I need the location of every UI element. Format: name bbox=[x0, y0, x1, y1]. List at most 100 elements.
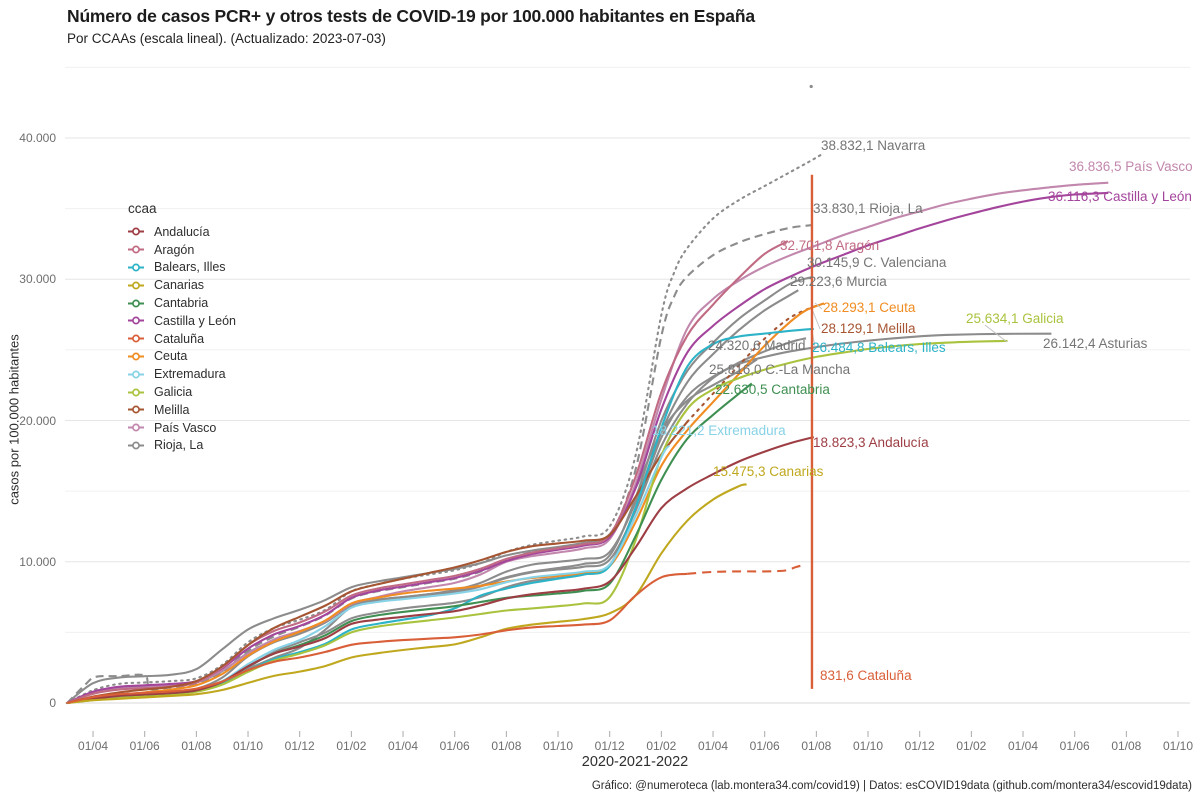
legend-item: Rioja, La bbox=[127, 437, 236, 455]
legend-item-label: Balears, Illes bbox=[154, 260, 226, 275]
x-tick-label: 01/02 bbox=[336, 739, 367, 753]
legend-marker-icon bbox=[128, 263, 144, 272]
legend-item: Aragón bbox=[127, 241, 236, 259]
legend-item: Galicia bbox=[127, 383, 236, 401]
legend-item-label: Rioja, La bbox=[154, 438, 204, 453]
series-end-label: 18.823,3 Andalucía bbox=[813, 435, 929, 450]
series-end-label: 24.320,6 Madrid bbox=[708, 338, 806, 353]
legend-marker-icon bbox=[128, 388, 144, 397]
legend-item: Cataluña bbox=[127, 330, 236, 348]
x-tick-label: 01/08 bbox=[801, 739, 832, 753]
x-tick-label: 01/04 bbox=[1008, 739, 1039, 753]
series-end-label: 26.142,4 Asturias bbox=[1043, 336, 1148, 351]
x-tick-label: 01/04 bbox=[388, 739, 419, 753]
y-tick-label: 10.000 bbox=[19, 554, 56, 569]
chart-title: Número de casos PCR+ y otros tests de CO… bbox=[67, 6, 755, 26]
y-tick-label: 40.000 bbox=[19, 131, 56, 145]
x-tick-label: 01/06 bbox=[1059, 739, 1090, 753]
legend-marker-icon bbox=[128, 316, 144, 325]
series-line bbox=[66, 191, 1109, 704]
series-end-label: 15.475,3 Canarias bbox=[713, 464, 824, 479]
series-end-label: 28.293,1 Ceuta bbox=[823, 300, 916, 315]
y-tick-label: 20.000 bbox=[19, 413, 56, 428]
series-end-label: 22.630,5 Cantabria bbox=[715, 382, 830, 397]
series-end-label: 36.116,3 Castilla y León bbox=[1048, 189, 1192, 204]
legend-item: País Vasco bbox=[127, 419, 236, 437]
legend-marker-icon bbox=[128, 281, 144, 290]
legend-marker-icon bbox=[128, 405, 144, 414]
legend-item-label: Cataluña bbox=[154, 331, 205, 346]
x-tick-label: 01/10 bbox=[853, 739, 884, 753]
x-tick-label: 01/02 bbox=[956, 739, 987, 753]
series-end-label: 28.129,1 Melilla bbox=[821, 321, 916, 336]
legend-item-label: Canarias bbox=[154, 278, 205, 293]
x-tick-label: 01/06 bbox=[749, 739, 780, 753]
legend-marker-icon bbox=[128, 299, 144, 308]
legend-item: Andalucía bbox=[127, 223, 236, 241]
legend-item-label: Ceuta bbox=[154, 349, 188, 364]
series-end-label: 25.634,1 Galicia bbox=[966, 311, 1064, 326]
legend-item: Cantabria bbox=[127, 294, 236, 312]
y-tick-label: 30.000 bbox=[19, 272, 56, 287]
legend-item-label: Cantabria bbox=[154, 296, 209, 311]
label-leader-line bbox=[984, 324, 1008, 343]
legend-item: Canarias bbox=[127, 276, 236, 294]
legend: ccaa Andalucía Aragón Balears, Illes Canari… bbox=[127, 201, 236, 454]
legend-item: Melilla bbox=[127, 401, 236, 419]
legend-marker-icon bbox=[128, 441, 144, 450]
x-tick-label: 01/12 bbox=[284, 739, 315, 753]
legend-title: ccaa bbox=[128, 201, 157, 216]
legend-marker-icon bbox=[128, 370, 144, 379]
legend-marker-icon bbox=[128, 245, 144, 254]
credit-line: Gráfico: @numeroteca (lab.montera34.com/… bbox=[591, 780, 1192, 792]
legend-item-label: Melilla bbox=[154, 402, 190, 417]
series-end-label: 30.145,9 C. Valenciana bbox=[807, 255, 947, 270]
x-tick-label: 01/06 bbox=[129, 739, 160, 753]
series-line bbox=[66, 181, 1109, 704]
series-line bbox=[66, 572, 688, 705]
x-tick-label: 01/06 bbox=[439, 739, 470, 753]
x-tick-label: 01/08 bbox=[491, 739, 522, 753]
y-tick-label: 0 bbox=[49, 696, 56, 710]
series-end-label: 29.223,6 Murcia bbox=[790, 274, 887, 289]
legend-item-label: País Vasco bbox=[154, 420, 217, 435]
stray-data-point bbox=[809, 84, 813, 89]
x-tick-label: 01/12 bbox=[904, 739, 935, 753]
series-end-label: 25.816,0 C.-La Mancha bbox=[709, 362, 851, 377]
series-end-label: 32.701,8 Aragón bbox=[780, 238, 880, 253]
legend-item-label: Galicia bbox=[154, 385, 193, 400]
series-line bbox=[67, 483, 747, 705]
series-end-label: 26.484,8 Balears, Illes bbox=[812, 340, 946, 355]
x-tick-label: 01/02 bbox=[646, 739, 677, 753]
series-line bbox=[66, 240, 789, 704]
x-tick-label: 01/10 bbox=[543, 739, 574, 753]
series-line bbox=[686, 304, 818, 423]
legend-marker-icon bbox=[128, 352, 144, 361]
x-axis-title: 2020-2021-2022 bbox=[581, 754, 689, 770]
x-tick-label: 01/12 bbox=[594, 739, 625, 753]
series-line bbox=[66, 420, 689, 705]
series-end-label: 18.221,2 Extremadura bbox=[652, 423, 786, 438]
x-tick-label: 01/08 bbox=[1111, 739, 1142, 753]
series-line bbox=[67, 339, 1008, 705]
legend-marker-icon bbox=[128, 227, 144, 236]
legend-marker-icon bbox=[128, 334, 144, 343]
x-tick-label: 01/08 bbox=[181, 739, 212, 753]
label-leader-line bbox=[814, 302, 823, 310]
legend-item-label: Aragón bbox=[154, 242, 195, 257]
series-end-label: 831,6 Cataluña bbox=[820, 668, 912, 683]
x-tick-label: 01/04 bbox=[698, 739, 729, 753]
legend-marker-icon bbox=[128, 423, 144, 432]
x-tick-label: 01/04 bbox=[78, 739, 109, 753]
series-line bbox=[687, 563, 804, 575]
x-tick-label: 01/10 bbox=[1163, 739, 1194, 753]
series-end-label: 36.836,5 País Vasco bbox=[1069, 159, 1193, 174]
legend-item: Extremadura bbox=[127, 365, 236, 383]
series-end-label: 38.832,1 Navarra bbox=[821, 138, 926, 153]
legend-item: Balears, Illes bbox=[127, 259, 236, 277]
legend-item-label: Andalucía bbox=[154, 224, 210, 239]
label-leader-line bbox=[811, 308, 821, 330]
legend-item: Ceuta bbox=[127, 348, 236, 366]
